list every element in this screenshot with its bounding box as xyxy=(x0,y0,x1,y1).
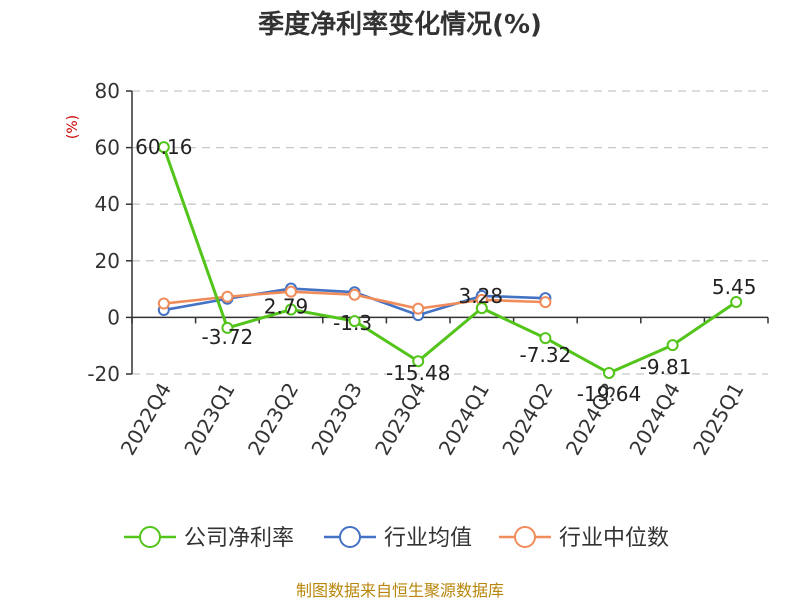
y-tick-label: 0 xyxy=(107,305,120,329)
data-label: -7.32 xyxy=(520,343,572,367)
grid-lines xyxy=(132,90,768,375)
data-point xyxy=(539,332,552,345)
data-point xyxy=(412,355,425,368)
series-line xyxy=(162,146,738,375)
data-point xyxy=(285,285,297,298)
series-lines xyxy=(157,141,743,379)
data-label: 5.45 xyxy=(712,275,757,299)
data-point xyxy=(285,303,297,316)
legend-marker xyxy=(339,526,361,548)
data-labels: 60.16 -3.72 2.79 -1.3 -15.48 3.28 -7.32-19.64 -… xyxy=(135,135,756,406)
legend-label: 公司净利率 xyxy=(184,526,294,551)
y-tick-label: 20 xyxy=(95,249,120,273)
data-label: 2.79 xyxy=(264,295,309,319)
data-label: -19.64 xyxy=(577,382,641,406)
legend-item: 行业均值 xyxy=(324,526,472,551)
data-point xyxy=(221,290,234,303)
data-point xyxy=(603,366,615,379)
legend-label: 行业均值 xyxy=(384,526,472,551)
data-label: -9.81 xyxy=(640,355,692,379)
data-point xyxy=(412,302,425,315)
data-point xyxy=(730,295,743,308)
x-tick-label: 2025Q1 xyxy=(688,379,748,460)
x-tick-label: 2022Q4 xyxy=(116,379,176,460)
legend-marker xyxy=(139,526,161,548)
data-point xyxy=(157,141,170,154)
x-tick-label: 2024Q1 xyxy=(434,379,494,460)
y-tick-label: 40 xyxy=(95,192,120,216)
data-point xyxy=(157,297,170,310)
data-label: -1.3 xyxy=(333,311,372,335)
data-point xyxy=(348,288,361,301)
chart-title: 季度净利率变化情况(%) xyxy=(258,9,542,40)
data-point xyxy=(475,302,488,315)
x-tick-label: 2023Q4 xyxy=(370,379,430,460)
legend-marker xyxy=(514,526,536,548)
x-tick-label: 2023Q2 xyxy=(243,379,303,460)
data-point xyxy=(348,315,361,328)
data-label: -3.72 xyxy=(202,325,254,349)
legend-label: 行业中位数 xyxy=(559,526,669,551)
data-label: -15.48 xyxy=(386,361,450,385)
x-tick-label: 2024Q2 xyxy=(497,379,557,460)
y-tick-label: -20 xyxy=(87,362,120,386)
data-point xyxy=(221,321,234,334)
data-point xyxy=(666,339,679,352)
x-tick-label: 2023Q3 xyxy=(306,379,366,460)
y-tick-label: 80 xyxy=(95,79,120,103)
data-source-note: 制图数据来自恒生聚源数据库 xyxy=(296,581,504,600)
legend: 公司净利率 行业均值 行业中位数 xyxy=(124,526,669,551)
y-axis-unit-label: (%) xyxy=(65,115,81,139)
y-tick-label: 60 xyxy=(95,136,120,160)
x-tick-label: 2023Q1 xyxy=(179,379,239,460)
data-label: 60.16 xyxy=(135,135,192,159)
legend-item: 行业中位数 xyxy=(499,526,669,551)
data-point xyxy=(539,296,552,309)
legend-item: 公司净利率 xyxy=(124,526,294,551)
data-label: 3.28 xyxy=(459,284,504,308)
